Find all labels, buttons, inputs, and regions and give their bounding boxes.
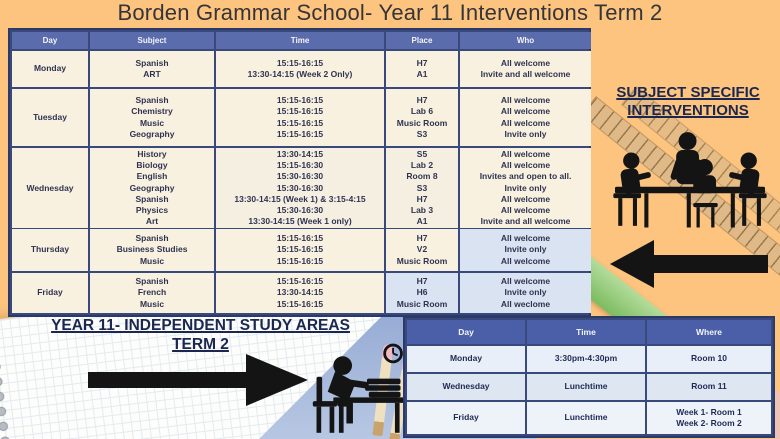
study-areas-heading-line1: YEAR 11- INDEPENDENT STUDY AREAS	[51, 317, 350, 334]
place-cell: H7 Lab 6 Music Room S3	[386, 89, 458, 146]
time-cell: 3:30pm-4:30pm	[527, 346, 645, 372]
table-row: Monday Spanish ART 15:15-16:15 13:30-14:15 (…	[12, 51, 591, 87]
who-cell: All welcome Invite and all welcome	[460, 51, 591, 87]
day-cell: Friday	[12, 273, 88, 313]
subject-cell: Spanish ART	[90, 51, 214, 87]
subject-specific-heading-line1: SUBJECT SPECIFIC	[616, 84, 760, 101]
time-cell: 15:15-16:15 13:30-14:15 (Week 2 Only)	[216, 51, 384, 87]
place-cell: H7 A1	[386, 51, 458, 87]
who-cell: All welcome Invite only All welcome	[460, 229, 591, 271]
arrow-right-icon	[88, 354, 308, 406]
table-row: Friday Spanish French Music 15:15-16:15 13:30…	[12, 273, 591, 313]
time-cell: Lunchtime	[527, 402, 645, 434]
day-cell: Monday	[407, 346, 525, 372]
day-cell: Wednesday	[407, 374, 525, 400]
people-meeting-icon	[613, 132, 767, 228]
student-studying-icon	[312, 343, 405, 433]
study-areas-table-header: Day Time Where	[407, 320, 771, 344]
subject-cell: Spanish French Music	[90, 273, 214, 313]
day-cell: Monday	[12, 51, 88, 87]
column-header-place: Place	[386, 32, 458, 49]
day-cell: Wednesday	[12, 148, 88, 229]
subject-specific-heading: SUBJECT SPECIFIC INTERVENTIONS	[598, 84, 778, 120]
interventions-table-body: Monday Spanish ART 15:15-16:15 13:30-14:15 (…	[12, 51, 591, 313]
study-areas-table-body: Monday 3:30pm-4:30pm Room 10 Wednesday Lunch…	[407, 346, 771, 434]
where-cell: Room 11	[647, 374, 771, 400]
time-cell: 15:15-16:15 15:15-16:15 15:15-16:15 15:15-1…	[216, 89, 384, 146]
time-cell: 13:30-14:15 15:15-16:30 15:30-16:30 15:30-1…	[216, 148, 384, 229]
subject-cell: Spanish Business Studies Music	[90, 229, 214, 271]
spiral-binding-decoration	[0, 313, 29, 439]
column-header-time: Time	[216, 32, 384, 49]
who-cell: All welcome Invite only All weclome	[460, 273, 591, 313]
study-areas-heading-line2: TERM 2	[172, 336, 229, 353]
day-cell: Friday	[407, 402, 525, 434]
where-cell: Room 10	[647, 346, 771, 372]
column-header-day: Day	[407, 320, 525, 344]
table-row: Tuesday Spanish Chemistry Music Geography 15:…	[12, 89, 591, 146]
study-areas-heading: YEAR 11- INDEPENDENT STUDY AREAS TERM 2	[28, 316, 373, 354]
study-areas-table: Day Time Where Monday 3:30pm-4:30pm Room 1…	[403, 316, 775, 438]
table-row: Friday Lunchtime Week 1- Room 1 Week 2- Roo…	[407, 402, 771, 434]
subject-specific-heading-line2: INTERVENTIONS	[627, 102, 749, 119]
table-row: Monday 3:30pm-4:30pm Room 10	[407, 346, 771, 372]
place-cell: H7 V2 Music Room	[386, 229, 458, 271]
day-cell: Thursday	[12, 229, 88, 271]
subject-cell: Spanish Chemistry Music Geography	[90, 89, 214, 146]
column-header-day: Day	[12, 32, 88, 49]
who-cell: All welcome All welcome Invites and open t…	[460, 148, 591, 229]
column-header-subject: Subject	[90, 32, 214, 49]
interventions-table: Day Subject Time Place Who Monday Spanish…	[8, 28, 591, 317]
table-row: Wednesday History Biology English Geography S…	[12, 148, 591, 229]
table-row: Wednesday Lunchtime Room 11	[407, 374, 771, 400]
who-cell: All welcome All welcome All welcome Invite …	[460, 89, 591, 146]
where-cell: Week 1- Room 1 Week 2- Room 2	[647, 402, 771, 434]
column-header-who: Who	[460, 32, 591, 49]
place-cell: S5 Lab 2 Room 8 S3 H7 Lab 3 A1	[386, 148, 458, 229]
time-cell: Lunchtime	[527, 374, 645, 400]
page-title: Borden Grammar School- Year 11 Intervent…	[117, 0, 663, 25]
subject-cell: History Biology English Geography Spanish Phy…	[90, 148, 214, 229]
column-header-time: Time	[527, 320, 645, 344]
time-cell: 15:15-16:15 15:15-16:15 15:15-16:15	[216, 229, 384, 271]
place-cell: H7 H6 Music Room	[386, 273, 458, 313]
arrow-left-icon	[610, 240, 768, 288]
table-row: Thursday Spanish Business Studies Music 15:1…	[12, 229, 591, 271]
column-header-where: Where	[647, 320, 771, 344]
time-cell: 15:15-16:15 13:30-14:15 15:15-16:15	[216, 273, 384, 313]
interventions-table-header: Day Subject Time Place Who	[12, 32, 591, 49]
day-cell: Tuesday	[12, 89, 88, 146]
